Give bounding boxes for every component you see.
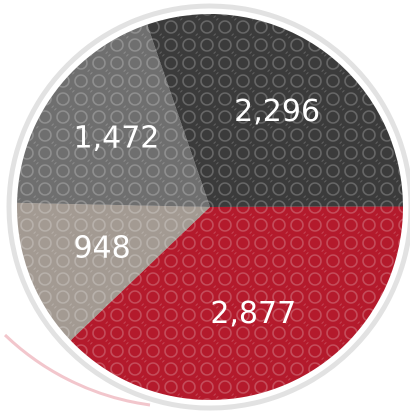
decor-arc bbox=[3, 333, 151, 407]
slice-pattern bbox=[70, 206, 403, 400]
slice-label: 2,296 bbox=[234, 94, 320, 129]
slice-label: 1,472 bbox=[73, 120, 159, 155]
slice-pattern bbox=[147, 13, 403, 207]
slice-pattern bbox=[17, 202, 211, 341]
slice-label: 2,877 bbox=[210, 296, 296, 331]
slice-label: 948 bbox=[73, 230, 130, 265]
slice-pattern bbox=[17, 24, 210, 207]
slices: 2,296 2,877 948 1,472 bbox=[17, 13, 403, 400]
